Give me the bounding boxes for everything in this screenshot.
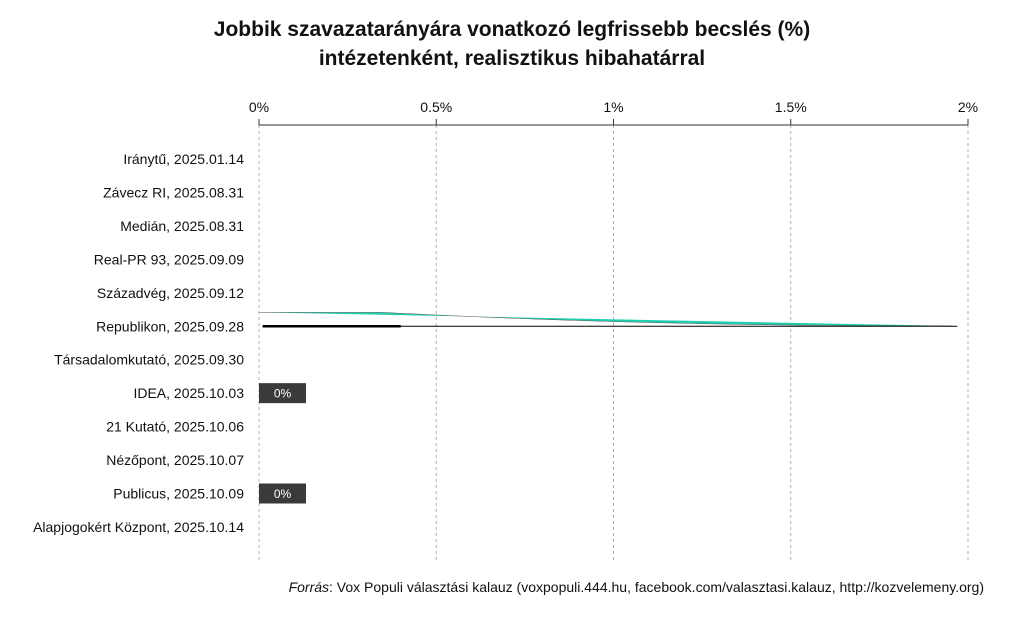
x-tick-labels: 0% 0.5% 1% 1.5% 2% [249,99,978,125]
x-gridlines [258,125,969,560]
chart-title-line-1: Jobbik szavazatarányára vonatkozó legfri… [213,18,811,41]
source-label: Forrás [288,579,330,595]
violin-series [259,312,958,328]
chart-title-line-2: intézetenként, realisztikus hibahatárral [318,47,706,70]
value-badge-label: 0% [274,487,292,501]
y-category-label: Republikon, 2025.09.28 [96,318,244,334]
source-note: Forrás: Vox Populi választási kalauz (vo… [289,579,984,595]
y-category-label: Medián, 2025.08.31 [120,218,244,234]
x-tick-label: 0% [249,99,269,115]
value-badge-label: 0% [274,387,292,401]
x-tick-label: 1% [603,99,623,115]
x-tick-label: 1.5% [775,99,807,115]
source-text: : Vox Populi választási kalauz (voxpopul… [329,579,984,595]
y-category-label: Társadalomkutató, 2025.09.30 [54,352,244,368]
y-category-label: Real-PR 93, 2025.09.09 [94,251,244,267]
x-tick-label: 2% [958,99,978,115]
y-category-label: Publicus, 2025.10.09 [113,486,244,502]
y-category-label: Iránytű, 2025.01.14 [123,151,244,167]
y-category-label: 21 Kutató, 2025.10.06 [106,419,244,435]
value-badges: 0% 0% [259,383,306,504]
value-badge [259,383,306,404]
y-category-label: Závecz RI, 2025.08.31 [103,184,244,200]
value-badge [259,483,306,504]
violin-shape [259,312,952,327]
y-category-label: Alapjogokért Központ, 2025.10.14 [33,519,244,535]
y-category-label: Nézőpont, 2025.10.07 [106,452,244,468]
x-tick-label: 0.5% [420,99,452,115]
y-category-labels: Iránytű, 2025.01.14 Závecz RI, 2025.08.31… [33,151,244,535]
y-category-label: Századvég, 2025.09.12 [97,285,244,301]
y-category-label: IDEA, 2025.10.03 [133,385,244,401]
